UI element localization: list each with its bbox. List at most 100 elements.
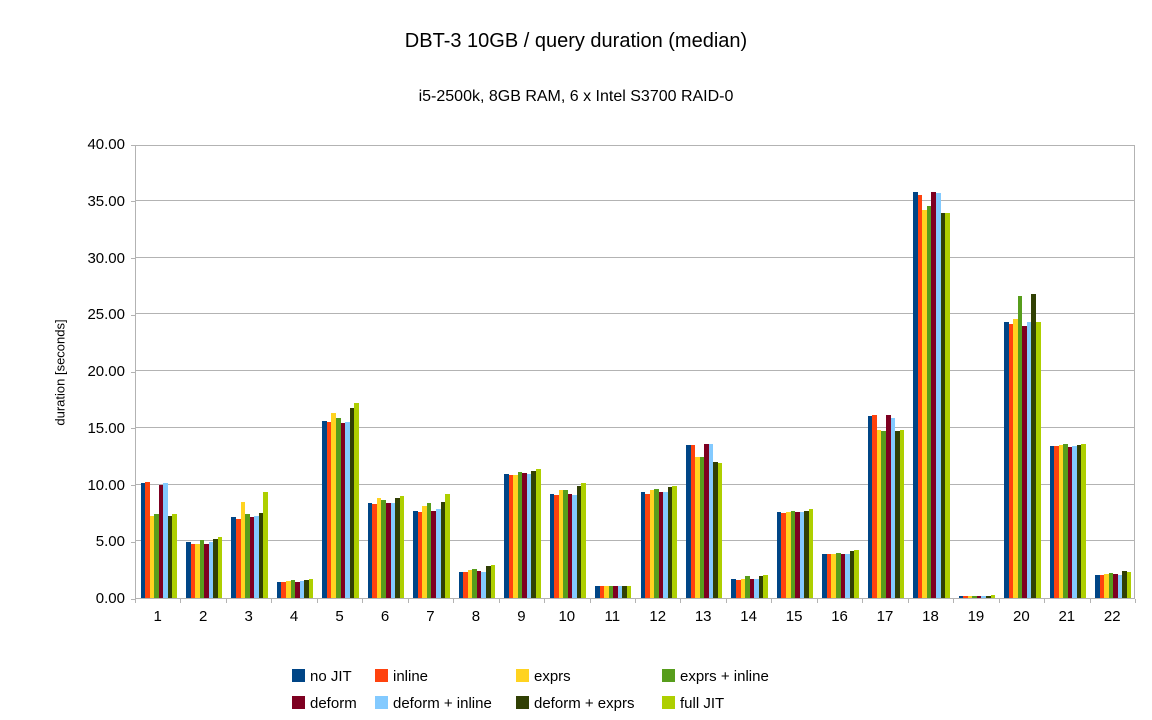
x-category-label-8: 8: [471, 608, 481, 625]
y-tick-label-30.00: 30.00: [87, 249, 125, 267]
bar-q16-no-JIT: [822, 553, 827, 598]
x-tick-14: [771, 599, 773, 603]
x-category-label-12: 12: [649, 608, 667, 625]
x-category-label-3: 3: [244, 608, 253, 625]
bar-q22-no-JIT: [1095, 575, 1100, 598]
bar-q20-no-JIT: [1004, 322, 1009, 598]
bar-q5-no-JIT: [322, 420, 327, 598]
bar-q9-no-JIT: [504, 474, 509, 598]
bar-q22-deform-plus-exprs: [1122, 570, 1127, 598]
legend-swatch-icon: [662, 669, 675, 682]
x-category-label-11: 11: [604, 608, 621, 625]
bar-q15-exprs-plus-inline: [790, 510, 796, 598]
legend-label: exprs + inline: [680, 668, 769, 685]
bar-q6-no-JIT: [367, 502, 373, 598]
bar-q19-deform: [976, 595, 982, 598]
bar-q15-full-JIT: [808, 509, 814, 598]
bar-group-query-1: [136, 146, 181, 598]
bar-q18-deform-plus-exprs: [940, 213, 946, 598]
bar-q22-exprs: [1104, 574, 1109, 598]
bar-group-query-17: [863, 146, 908, 598]
bar-q3-deform: [249, 517, 255, 598]
bar-q15-deform-plus-inline: [799, 511, 805, 598]
x-tick-11: [635, 599, 636, 603]
bar-q9-deform: [522, 473, 527, 598]
bar-q5-deform-plus-exprs: [349, 408, 355, 598]
bar-q6-exprs: [376, 498, 382, 598]
gridline-y-35: [136, 199, 1134, 201]
bar-q3-exprs: [240, 501, 246, 598]
bar-q14-deform: [749, 578, 755, 598]
bar-q21-exprs: [1058, 444, 1064, 598]
bar-q13-inline: [690, 444, 696, 598]
bar-q21-no-JIT: [1049, 445, 1055, 598]
bar-q15-deform: [795, 511, 800, 598]
bar-q5-deform: [340, 423, 346, 598]
bar-q8-exprs: [467, 569, 473, 598]
bar-q1-deform-plus-exprs: [167, 516, 173, 598]
bar-group-query-4: [272, 146, 317, 598]
bar-group-query-5: [318, 146, 363, 598]
x-tick-19: [998, 599, 1000, 603]
bar-q16-full-JIT: [854, 550, 859, 598]
bar-q12-no-JIT: [640, 492, 646, 598]
bar-q20-inline: [1008, 324, 1014, 598]
bar-q5-exprs: [331, 413, 336, 598]
bar-q14-exprs-plus-inline: [745, 576, 750, 598]
bar-q9-inline: [508, 475, 514, 598]
bar-q17-exprs-plus-inline: [881, 431, 886, 598]
chart-title: DBT-3 10GB / query duration (median): [404, 30, 748, 52]
bar-group-query-8: [454, 146, 499, 598]
x-tick-0: [135, 599, 136, 603]
bar-q14-deform-plus-inline: [754, 578, 759, 598]
gridline-y-15: [136, 426, 1134, 428]
x-tick-9: [544, 599, 546, 603]
bar-q6-inline: [372, 503, 377, 598]
x-category-label-1: 1: [153, 608, 162, 625]
x-tick-16: [862, 599, 864, 603]
x-tick-18: [953, 599, 955, 603]
x-tick-21: [1089, 599, 1091, 603]
gridline-y-10: [136, 483, 1134, 485]
bar-q9-full-JIT: [535, 468, 541, 598]
legend-item-deform-plus-exprs: deform + exprs: [516, 695, 634, 712]
x-tick-20: [1044, 599, 1046, 603]
bar-q7-exprs: [422, 506, 427, 598]
bar-q15-no-JIT: [776, 511, 782, 598]
bar-q8-exprs-plus-inline: [472, 568, 477, 598]
bar-q21-deform: [1067, 447, 1073, 598]
x-category-label-4: 4: [289, 608, 299, 625]
x-tick-8: [498, 599, 500, 603]
bar-q4-deform: [295, 582, 300, 598]
bar-q18-deform: [931, 191, 936, 598]
bar-q6-deform-plus-inline: [390, 502, 396, 598]
bar-q7-inline: [417, 511, 423, 598]
bar-q4-full-JIT: [308, 578, 314, 598]
gridline-y-30: [136, 256, 1134, 258]
bar-group-query-6: [363, 146, 408, 598]
bar-q15-exprs: [785, 511, 791, 598]
x-category-label-13: 13: [694, 608, 712, 625]
legend-item-deform: deform: [292, 695, 357, 712]
bar-q13-full-JIT: [717, 462, 723, 598]
bar-q22-exprs-plus-inline: [1108, 573, 1114, 598]
bar-q20-full-JIT: [1035, 322, 1041, 598]
y-tick-label-25.00: 25.00: [87, 306, 125, 324]
bar-q17-no-JIT: [867, 416, 873, 598]
y-tick-20.00: [131, 371, 135, 373]
bar-q4-exprs: [285, 580, 291, 598]
bar-q10-deform-plus-exprs: [576, 485, 582, 598]
bar-q6-exprs-plus-inline: [381, 500, 386, 598]
legend-item-no-JIT: no JIT: [292, 668, 352, 685]
bar-q11-exprs: [604, 585, 609, 598]
bar-q3-full-JIT: [263, 492, 268, 598]
bar-q1-deform-plus-inline: [163, 483, 168, 598]
bar-q16-deform-plus-inline: [845, 553, 850, 598]
bar-q12-exprs: [649, 490, 655, 598]
x-category-label-17: 17: [876, 608, 894, 625]
x-tick-22: [1135, 599, 1136, 603]
x-tick-5: [362, 599, 364, 603]
y-tick-15.00: [131, 428, 135, 430]
legend-item-deform-plus-inline: deform + inline: [375, 695, 492, 712]
bar-q20-deform-plus-exprs: [1031, 293, 1036, 598]
